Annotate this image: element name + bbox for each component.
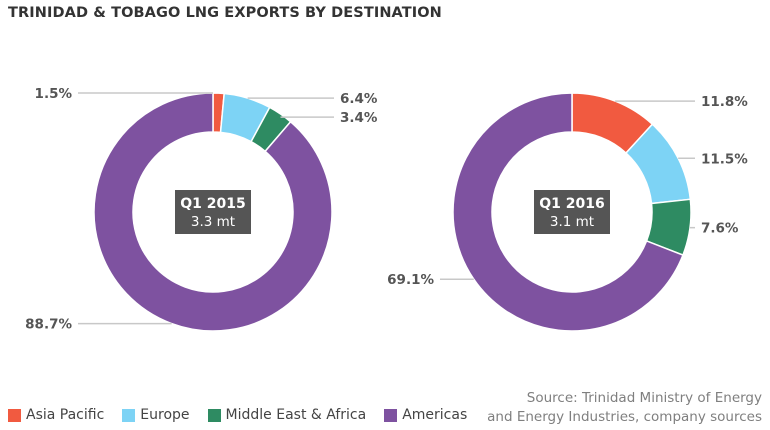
chart-title: TRINIDAD & TOBAGO LNG EXPORTS BY DESTINA…: [8, 5, 442, 21]
slice-label-americas: 88.7%: [25, 317, 72, 333]
slice-label-asia-pacific: 11.8%: [701, 94, 748, 110]
legend-label: Middle East & Africa: [225, 407, 367, 423]
source-note: Source: Trinidad Ministry of Energy and …: [487, 389, 762, 427]
legend-label: Americas: [402, 407, 468, 423]
legend-item-europe: Europe: [122, 407, 190, 423]
legend: Asia Pacific Europe Middle East & Africa…: [8, 407, 485, 423]
source-line-1: Source: Trinidad Ministry of Energy: [526, 390, 762, 406]
slice-label-europe: 6.4%: [340, 91, 378, 107]
legend-swatch-europe: [122, 408, 136, 422]
legend-swatch-americas: [384, 408, 398, 422]
donut-chart-q1-2016: 69.1% 11.8% 11.5% 7.6% Q1 2016 3.1 mt: [387, 92, 748, 332]
slice-label-europe: 11.5%: [701, 151, 748, 167]
center-box: [534, 190, 610, 234]
center-volume-label: 3.1 mt: [550, 214, 594, 230]
legend-swatch-asia-pacific: [8, 408, 21, 422]
legend-label: Asia Pacific: [26, 407, 105, 423]
center-volume-label: 3.3 mt: [191, 214, 235, 230]
slice-label-americas: 69.1%: [387, 272, 434, 288]
legend-swatch-middle-east-africa: [207, 408, 221, 422]
legend-label: Europe: [140, 407, 190, 423]
donut-chart-q1-2015: 1.5% 88.7% 6.4% 3.4% Q1 2015 3.3 mt: [25, 86, 378, 333]
source-line-2: and Energy Industries, company sources: [487, 409, 762, 425]
center-period-label: Q1 2016: [539, 196, 604, 212]
legend-item-americas: Americas: [384, 407, 467, 423]
center-period-label: Q1 2015: [180, 196, 245, 212]
slice-label-middle-east-africa: 7.6%: [701, 221, 739, 237]
slice-americas: [452, 92, 684, 332]
center-box: [175, 190, 251, 234]
slice-label-middle-east-africa: 3.4%: [340, 110, 378, 126]
slice-label-asia-pacific: 1.5%: [35, 86, 73, 102]
slice-americas: [93, 92, 333, 332]
legend-item-asia-pacific: Asia Pacific: [8, 407, 104, 423]
legend-item-middle-east-africa: Middle East & Africa: [207, 407, 367, 423]
